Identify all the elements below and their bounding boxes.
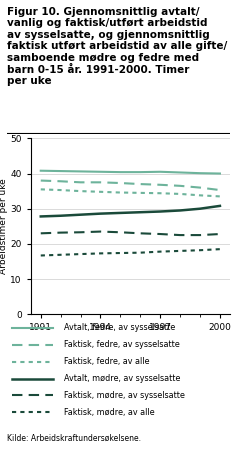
- Text: Avtalt, fedre, av sysselsatte: Avtalt, fedre, av sysselsatte: [64, 324, 175, 333]
- Text: Faktisk, fedre, av sysselsatte: Faktisk, fedre, av sysselsatte: [64, 340, 180, 349]
- Text: Avtalt, mødre, av sysselsatte: Avtalt, mødre, av sysselsatte: [64, 374, 180, 383]
- Text: Figur 10. Gjennomsnittlig avtalt/
vanlig og faktisk/utført arbeidstid
av syssels: Figur 10. Gjennomsnittlig avtalt/ vanlig…: [7, 7, 227, 86]
- Y-axis label: Arbeidstimer per uke: Arbeidstimer per uke: [0, 178, 8, 274]
- Text: Faktisk, mødre, av alle: Faktisk, mødre, av alle: [64, 408, 155, 417]
- Text: Faktisk, fedre, av alle: Faktisk, fedre, av alle: [64, 357, 150, 366]
- Text: Faktisk, mødre, av sysselsatte: Faktisk, mødre, av sysselsatte: [64, 391, 185, 400]
- Text: Kilde: Arbeidskraftundersøkelsene.: Kilde: Arbeidskraftundersøkelsene.: [7, 433, 141, 442]
